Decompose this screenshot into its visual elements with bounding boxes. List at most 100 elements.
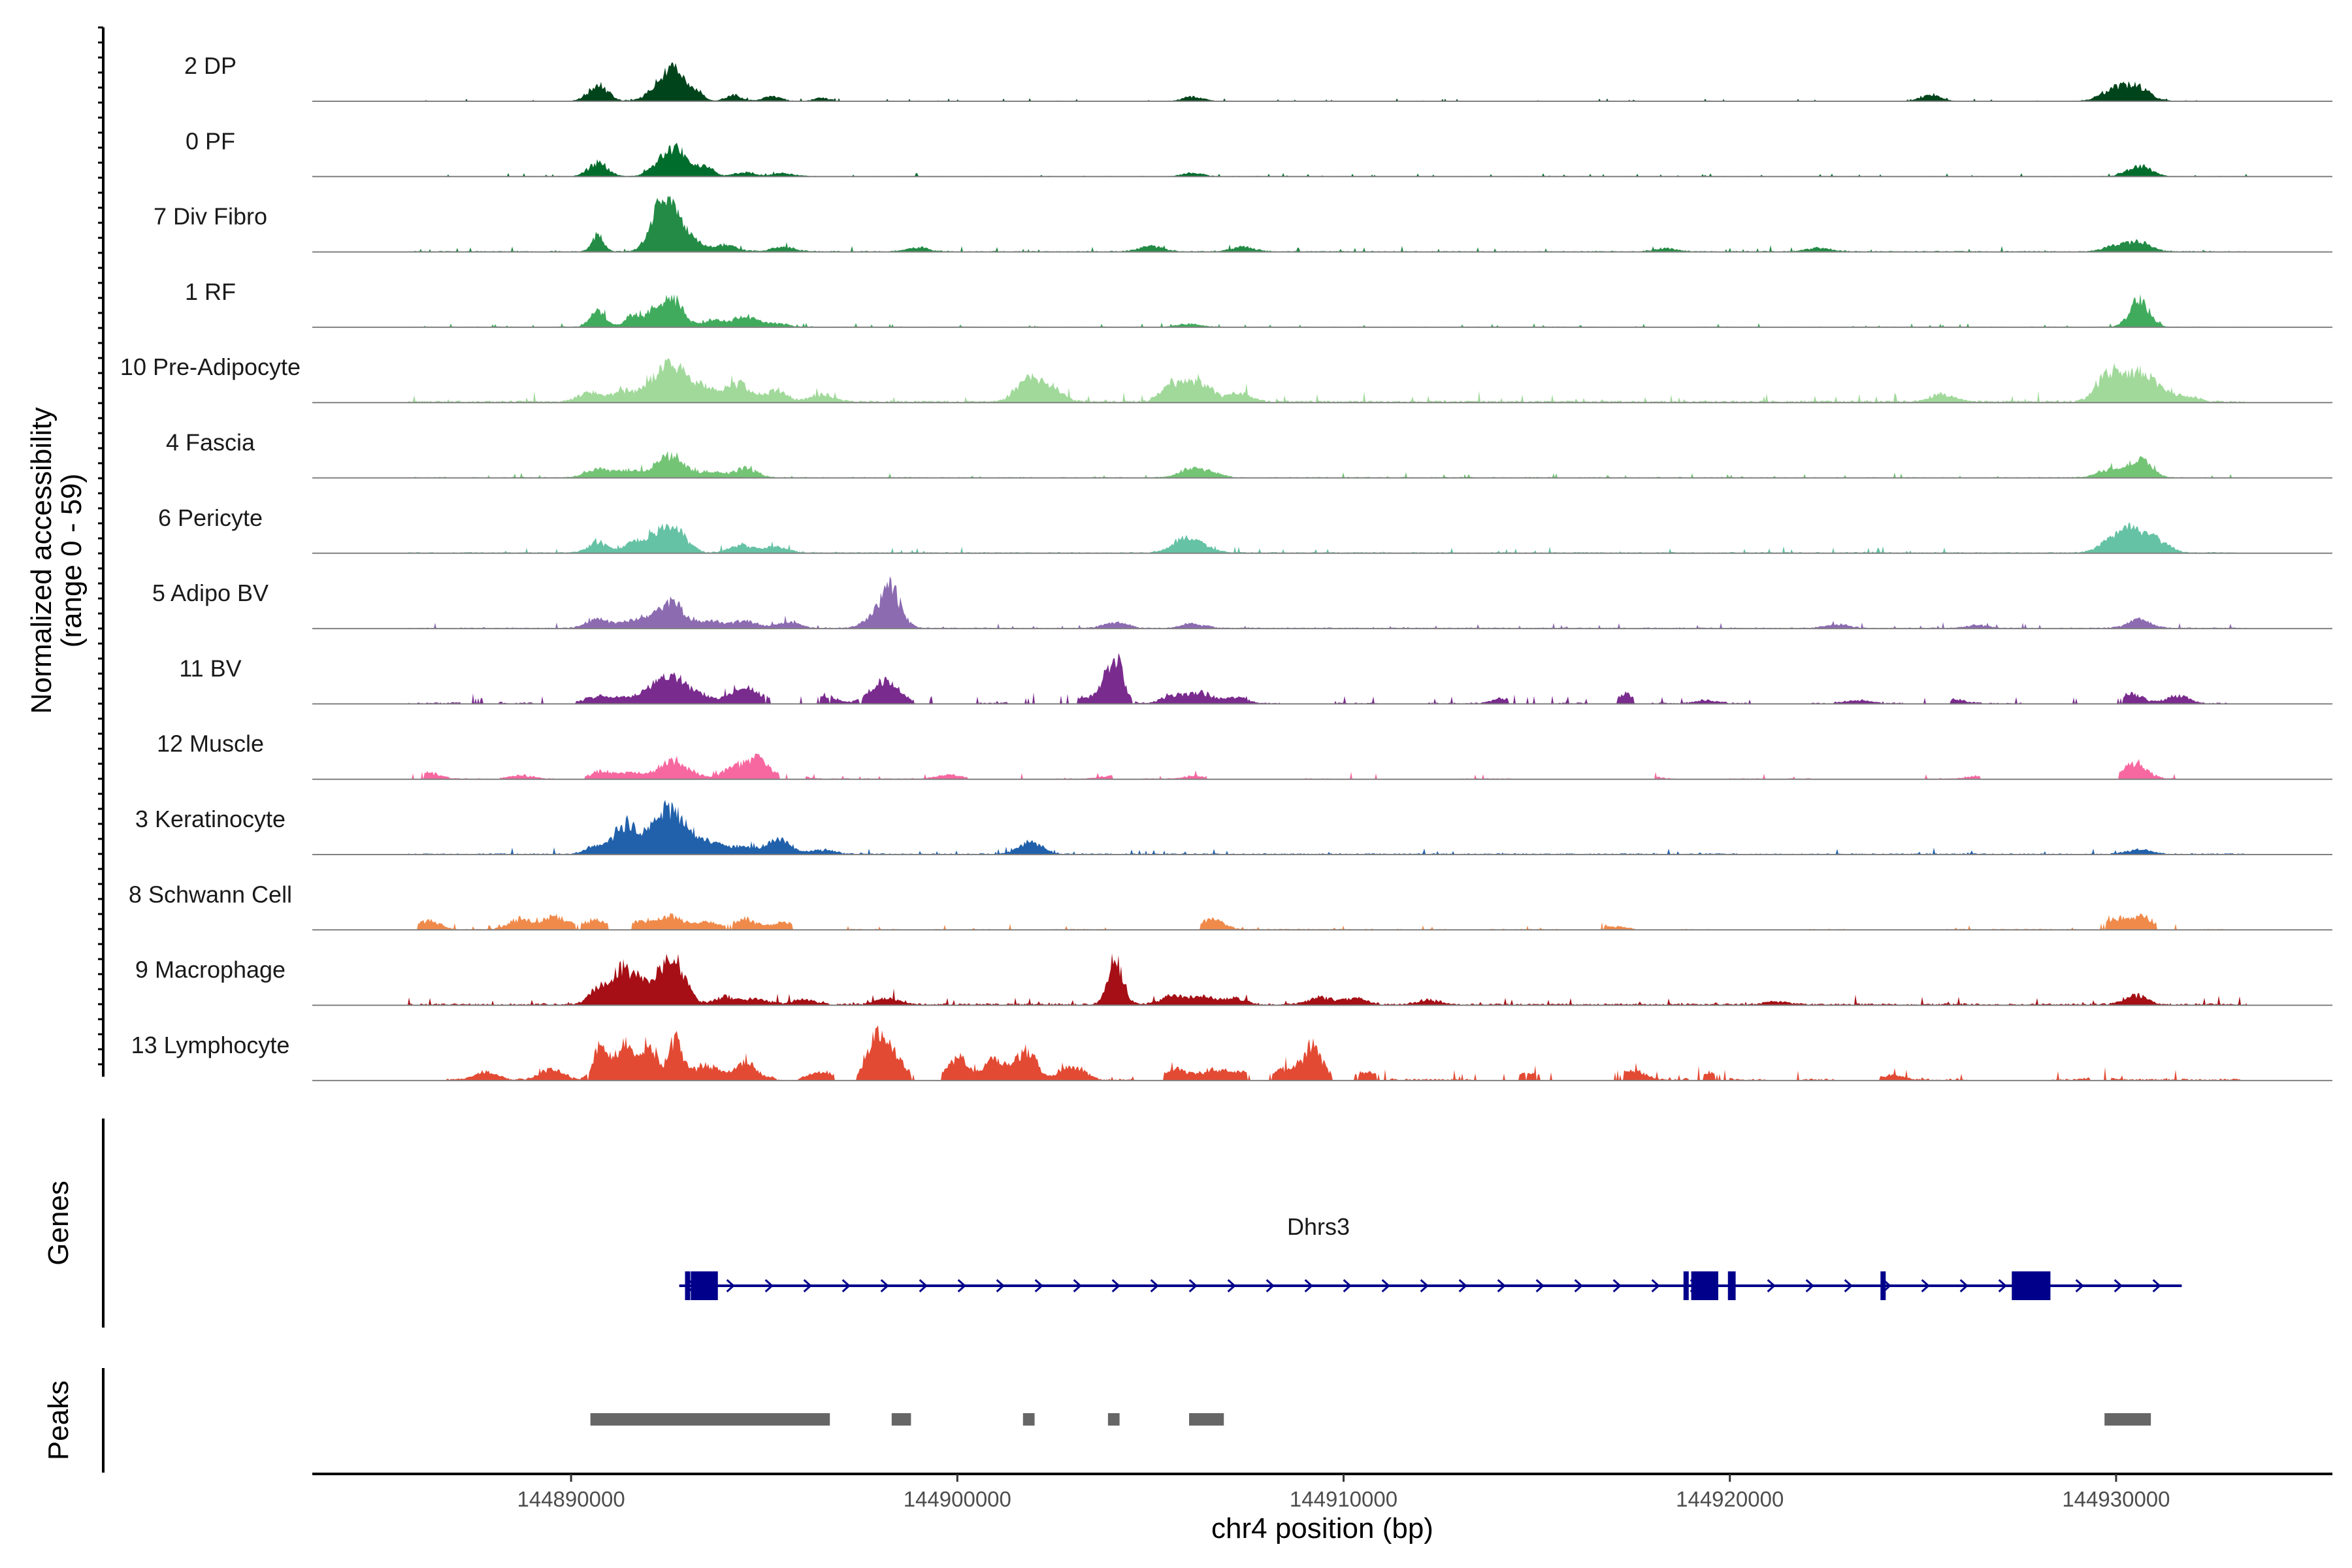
gene-exon (691, 1271, 718, 1300)
strand-arrow (1073, 1279, 1082, 1293)
peak-region (1189, 1413, 1224, 1426)
track-label: 13 Lymphocyte (131, 1032, 290, 1058)
strand-arrow (1343, 1279, 1352, 1293)
track-0-pf: 0 PF (186, 127, 2332, 178)
coverage-area (312, 195, 2332, 252)
gene-exon (1691, 1271, 1718, 1300)
track-1-rf: 1 RF (185, 278, 2332, 328)
x-tick-label: 144930000 (2062, 1487, 2170, 1511)
coverage-area (312, 142, 2332, 177)
peaks-panel: Peaks (42, 1368, 2151, 1473)
strand-arrow (1150, 1279, 1159, 1293)
track-7-div-fibro: 7 Div Fibro (154, 195, 2332, 253)
gene-name-label: Dhrs3 (1287, 1213, 1350, 1240)
track-13-lymphocyte: 13 Lymphocyte (131, 1025, 2332, 1081)
peaks-panel-title: Peaks (42, 1380, 74, 1460)
strand-arrow (1188, 1279, 1198, 1293)
strand-arrow (1304, 1279, 1313, 1293)
track-label: 5 Adipo BV (152, 580, 269, 606)
x-axis: 144890000 144900000 144910000 144920000 1449… (312, 1473, 2332, 1544)
strand-arrow (1998, 1279, 2007, 1293)
x-tick-label: 144920000 (1676, 1487, 1784, 1511)
strand-arrow (2075, 1279, 2084, 1293)
coverage-area (312, 1025, 2332, 1081)
coverage-area (312, 522, 2332, 553)
gene-exon (1880, 1271, 1886, 1300)
gene-exon (1727, 1271, 1736, 1300)
track-6-pericyte: 6 Pericyte (158, 504, 2332, 554)
coverage-area (312, 800, 2332, 855)
track-label: 7 Div Fibro (154, 203, 267, 230)
track-label: 9 Macrophage (135, 956, 286, 983)
track-label: 8 Schwann Cell (129, 881, 292, 907)
strand-arrow (1458, 1279, 1467, 1293)
strand-arrow (1111, 1279, 1120, 1293)
coverage-area (312, 953, 2332, 1005)
track-12-muscle: 12 Muscle (157, 730, 2332, 780)
y-axis-title-line1: Normalized accessibility (25, 407, 57, 713)
track-3-keratinocyte: 3 Keratinocyte (135, 800, 2332, 855)
coverage-area (312, 451, 2332, 478)
strand-arrow (919, 1279, 928, 1293)
track-9-macrophage: 9 Macrophage (135, 953, 2332, 1006)
track-5-adipo-bv: 5 Adipo BV (152, 576, 2332, 630)
strand-arrow (1227, 1279, 1236, 1293)
coverage-area (312, 62, 2332, 101)
track-4-fascia: 4 Fascia (166, 429, 2332, 479)
track-label: 10 Pre-Adipocyte (120, 353, 301, 380)
strand-arrow (2152, 1279, 2161, 1293)
x-tick-label: 144900000 (904, 1487, 1011, 1511)
x-tick-label: 144890000 (517, 1487, 625, 1511)
strand-arrow (1535, 1279, 1544, 1293)
track-label: 11 BV (179, 655, 241, 681)
y-axis-title-line2: (range 0 - 59) (56, 474, 88, 648)
strand-arrow (957, 1279, 966, 1293)
coverage-area (312, 913, 2332, 930)
track-label: 0 PF (186, 127, 235, 154)
peak-region (891, 1413, 911, 1426)
accessibility-y-axis (98, 26, 105, 1077)
gene-model-dhrs3 (679, 1271, 2182, 1300)
x-axis-title: chr4 position (bp) (1211, 1512, 1433, 1544)
accessibility-axis-ticks (98, 26, 103, 1066)
coverage-area (312, 358, 2332, 403)
strand-arrow (996, 1279, 1005, 1293)
x-tick-label: 144910000 (1290, 1487, 1397, 1511)
strand-arrow (1805, 1279, 1814, 1293)
genes-panel-title: Genes (42, 1181, 74, 1266)
track-label: 12 Muscle (157, 730, 264, 757)
strand-arrow (1844, 1279, 1853, 1293)
strand-arrow (764, 1279, 774, 1293)
track-2-dp: 2 DP (184, 52, 2332, 102)
strand-arrow (1612, 1279, 1622, 1293)
strand-arrow (1574, 1279, 1583, 1293)
peak-bars (590, 1413, 2151, 1426)
strand-arrow (1381, 1279, 1390, 1293)
track-11-bv: 11 BV (179, 653, 2332, 705)
track-label: 6 Pericyte (158, 504, 263, 531)
coverage-area (312, 293, 2332, 327)
track-label: 2 DP (184, 52, 237, 79)
track-label: 4 Fascia (166, 429, 255, 456)
strand-arrow (1266, 1279, 1275, 1293)
strand-arrow (1959, 1279, 1968, 1293)
coverage-area (312, 576, 2332, 629)
strand-arrow (1921, 1279, 1930, 1293)
strand-arrow (1767, 1279, 1776, 1293)
peak-region (2104, 1413, 2151, 1426)
strand-arrow (1651, 1279, 1660, 1293)
coverage-area (312, 753, 2332, 779)
strand-arrow (803, 1279, 812, 1293)
track-label: 1 RF (185, 278, 236, 305)
track-label: 3 Keratinocyte (135, 806, 286, 832)
gene-exon (1683, 1271, 1689, 1300)
strand-arrow (880, 1279, 889, 1293)
gene-exon (2012, 1271, 2051, 1300)
strand-arrow (1034, 1279, 1043, 1293)
x-axis-ticks: 144890000 144900000 144910000 144920000 1449… (517, 1474, 2170, 1511)
peak-region (1022, 1413, 1035, 1426)
track-8-schwann-cell: 8 Schwann Cell (129, 881, 2332, 931)
gene-exon (685, 1271, 691, 1300)
coverage-tracks: 2 DP 0 PF 7 Div Fibro 1 RF 10 Pre-Adipocyte 4… (120, 52, 2332, 1081)
